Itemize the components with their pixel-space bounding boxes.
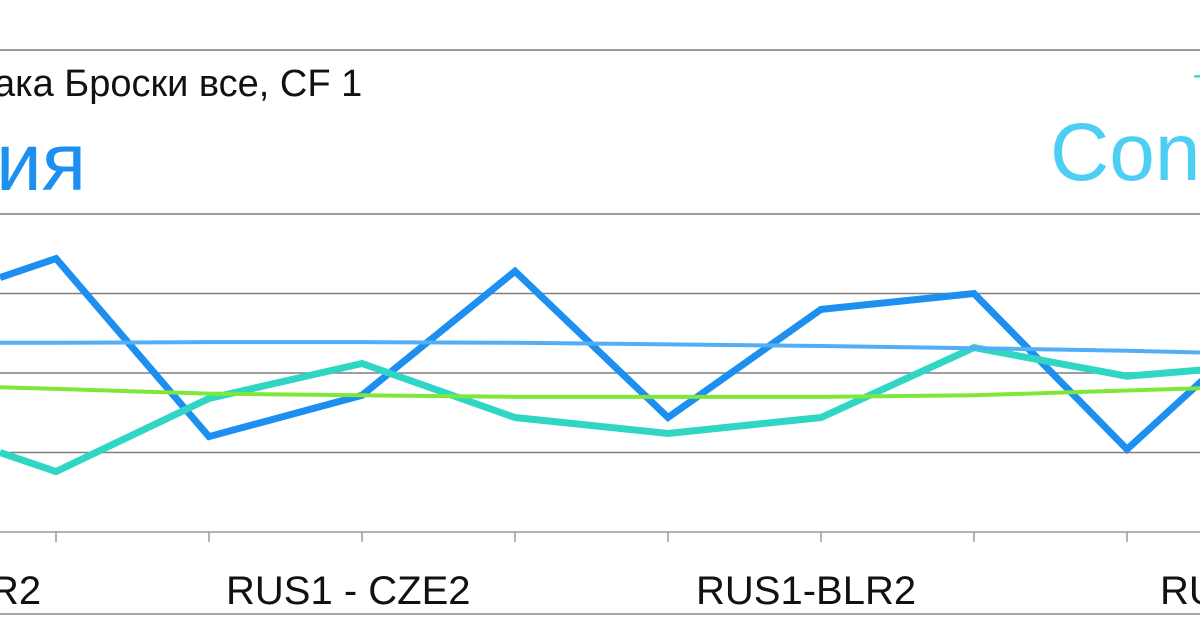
x-tick-label-3: RUS1-BLR2 bbox=[696, 569, 916, 613]
legend-marker-2: - bbox=[1193, 58, 1200, 91]
x-tick-label-1: R2 bbox=[0, 569, 41, 613]
legend-label-1: ия bbox=[0, 117, 86, 208]
x-tick-label-2: RUS1 - CZE2 bbox=[226, 569, 471, 613]
legend-label-2: Con bbox=[1050, 107, 1200, 198]
header: ака Броски все, CF 1 ия Con - bbox=[0, 49, 1200, 208]
x-tick-label-4: RU bbox=[1160, 569, 1200, 613]
x-axis: R2 RUS1 - CZE2 RUS1-BLR2 RU bbox=[0, 531, 1200, 615]
x-ticks bbox=[55, 532, 1128, 542]
grid bbox=[0, 213, 1200, 454]
series-group bbox=[0, 254, 1200, 476]
chart-title: ака Броски все, CF 1 bbox=[0, 63, 362, 105]
series-line-2 bbox=[0, 343, 1200, 476]
series-line-3 bbox=[0, 340, 1200, 355]
series-line-4 bbox=[0, 385, 1200, 399]
